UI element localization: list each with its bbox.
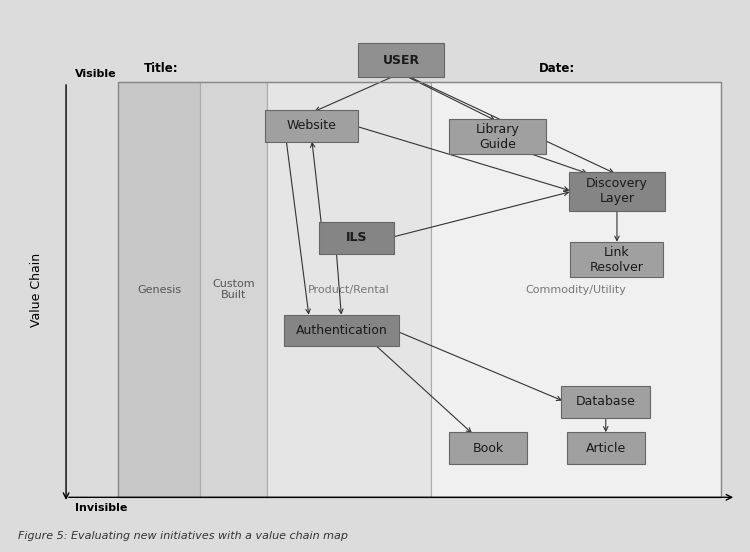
Text: Link
Resolver: Link Resolver — [590, 246, 644, 274]
FancyBboxPatch shape — [320, 222, 394, 253]
Text: Article: Article — [586, 442, 626, 455]
Bar — [200, 82, 267, 497]
Text: Custom
Built: Custom Built — [212, 279, 255, 300]
Text: Date:: Date: — [538, 62, 575, 75]
Bar — [267, 82, 430, 497]
Bar — [118, 82, 722, 497]
Text: Database: Database — [576, 395, 636, 408]
FancyBboxPatch shape — [449, 119, 546, 155]
FancyBboxPatch shape — [561, 386, 650, 417]
Text: Authentication: Authentication — [296, 324, 387, 337]
Text: USER: USER — [382, 54, 419, 67]
Text: Library
Guide: Library Guide — [476, 123, 520, 151]
Bar — [430, 82, 722, 497]
FancyBboxPatch shape — [358, 43, 444, 77]
FancyBboxPatch shape — [266, 110, 358, 141]
Bar — [118, 82, 722, 497]
Text: Figure 5: Evaluating new initiatives with a value chain map: Figure 5: Evaluating new initiatives wit… — [18, 531, 348, 541]
Text: Book: Book — [472, 442, 504, 455]
Text: ILS: ILS — [346, 231, 368, 244]
Text: Genesis: Genesis — [137, 285, 182, 295]
Text: Discovery
Layer: Discovery Layer — [586, 177, 648, 205]
Text: Product/Rental: Product/Rental — [308, 285, 390, 295]
FancyBboxPatch shape — [284, 315, 399, 347]
Text: Title:: Title: — [144, 62, 178, 75]
FancyBboxPatch shape — [567, 432, 645, 464]
Text: Website: Website — [286, 119, 337, 132]
Text: Value Chain: Value Chain — [30, 253, 43, 327]
FancyBboxPatch shape — [449, 432, 527, 464]
Text: Invisible: Invisible — [75, 503, 128, 513]
FancyBboxPatch shape — [571, 242, 664, 277]
FancyBboxPatch shape — [568, 172, 665, 211]
Text: Commodity/Utility: Commodity/Utility — [526, 285, 626, 295]
Bar — [118, 82, 200, 497]
Text: Visible: Visible — [75, 70, 116, 79]
